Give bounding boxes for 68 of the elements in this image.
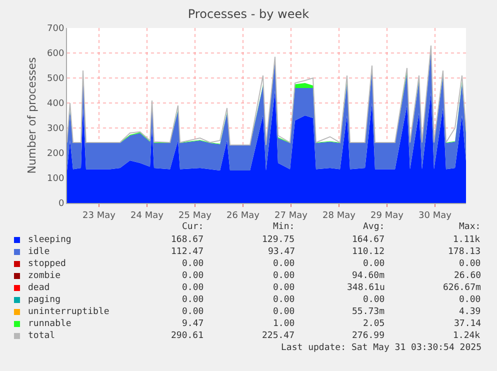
legend-label: total <box>28 331 56 341</box>
chart-title: Processes - by week <box>188 7 310 22</box>
legend-label: stopped <box>28 259 66 269</box>
legend-label: dead <box>28 283 50 293</box>
x-tick-label: 30 May <box>418 210 452 221</box>
text: 1.11k <box>453 235 481 245</box>
legend-label: uninterruptible <box>28 307 110 317</box>
legend-label: paging <box>28 295 61 305</box>
text: 164.67 <box>352 235 385 245</box>
x-tick-label: 24 May <box>130 210 164 221</box>
legend-label: zombie <box>28 271 61 281</box>
text: 1.24k <box>453 331 481 341</box>
text: 0.00 <box>182 271 204 281</box>
legend-label: runnable <box>28 319 72 329</box>
text: 178.13 <box>448 247 481 257</box>
text: Avg: <box>363 222 385 232</box>
text: 0.00 <box>273 307 295 317</box>
x-tick-label: 23 May <box>82 210 116 221</box>
text: 0.00 <box>273 295 295 305</box>
text: Max: <box>459 222 481 232</box>
y-tick-label: 600 <box>47 49 64 60</box>
text: 225.47 <box>262 331 295 341</box>
text: 168.67 <box>171 235 204 245</box>
y-tick-label: 100 <box>47 174 64 184</box>
text: 0.00 <box>182 307 204 317</box>
text: 0.00 <box>182 259 204 269</box>
y-tick-label: 700 <box>47 24 64 34</box>
y-tick-label: 500 <box>47 74 64 84</box>
text: 626.67m <box>443 283 481 293</box>
text: 276.99 <box>352 331 385 341</box>
text: 0.00 <box>273 259 295 269</box>
x-tick-label: 28 May <box>322 210 356 221</box>
text: 0.00 <box>363 259 385 269</box>
text: Min: <box>273 222 295 232</box>
text: 0.00 <box>363 295 385 305</box>
text: Last update: Sat May 31 03:30:54 2025 <box>281 343 482 353</box>
text: 0.00 <box>459 259 481 269</box>
y-tick-label: 400 <box>47 99 64 110</box>
text: 129.75 <box>262 235 295 245</box>
text: 2.05 <box>363 319 385 329</box>
text: 110.12 <box>352 247 385 257</box>
legend-label: sleeping <box>28 235 72 245</box>
text: 0.00 <box>182 295 204 305</box>
text: 290.61 <box>171 331 204 341</box>
y-axis-title: Number of processes <box>26 56 39 174</box>
x-tick-label: 27 May <box>274 210 308 221</box>
text: 0.00 <box>182 283 204 293</box>
text: 0.00 <box>273 283 295 293</box>
text: 9.47 <box>182 319 204 329</box>
text: 1.00 <box>273 319 295 329</box>
y-tick-label: 300 <box>47 124 64 134</box>
text: 0.00 <box>273 271 295 281</box>
text: 4.39 <box>459 307 481 317</box>
text: 93.47 <box>268 247 296 257</box>
legend-label: idle <box>28 247 50 257</box>
y-tick-label: 200 <box>47 149 64 160</box>
text: 0.00 <box>459 295 481 305</box>
x-tick-label: 29 May <box>370 210 404 221</box>
x-tick-label: 26 May <box>226 210 260 221</box>
text: 94.60m <box>352 271 385 281</box>
text: 26.60 <box>454 271 482 281</box>
text: 37.14 <box>454 319 482 329</box>
text: 112.47 <box>171 247 204 257</box>
text: 55.73m <box>352 307 385 317</box>
text: Cur: <box>182 222 204 232</box>
x-tick-label: 25 May <box>178 210 212 221</box>
y-tick-label: 0 <box>58 199 64 210</box>
text: 348.61u <box>347 283 385 293</box>
